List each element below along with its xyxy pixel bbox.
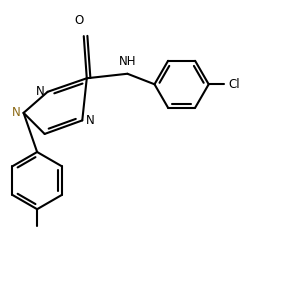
Text: N: N — [36, 85, 45, 98]
Text: NH: NH — [119, 55, 136, 68]
Text: N: N — [12, 106, 21, 119]
Text: Cl: Cl — [229, 78, 241, 91]
Text: O: O — [75, 14, 84, 27]
Text: N: N — [86, 114, 95, 127]
